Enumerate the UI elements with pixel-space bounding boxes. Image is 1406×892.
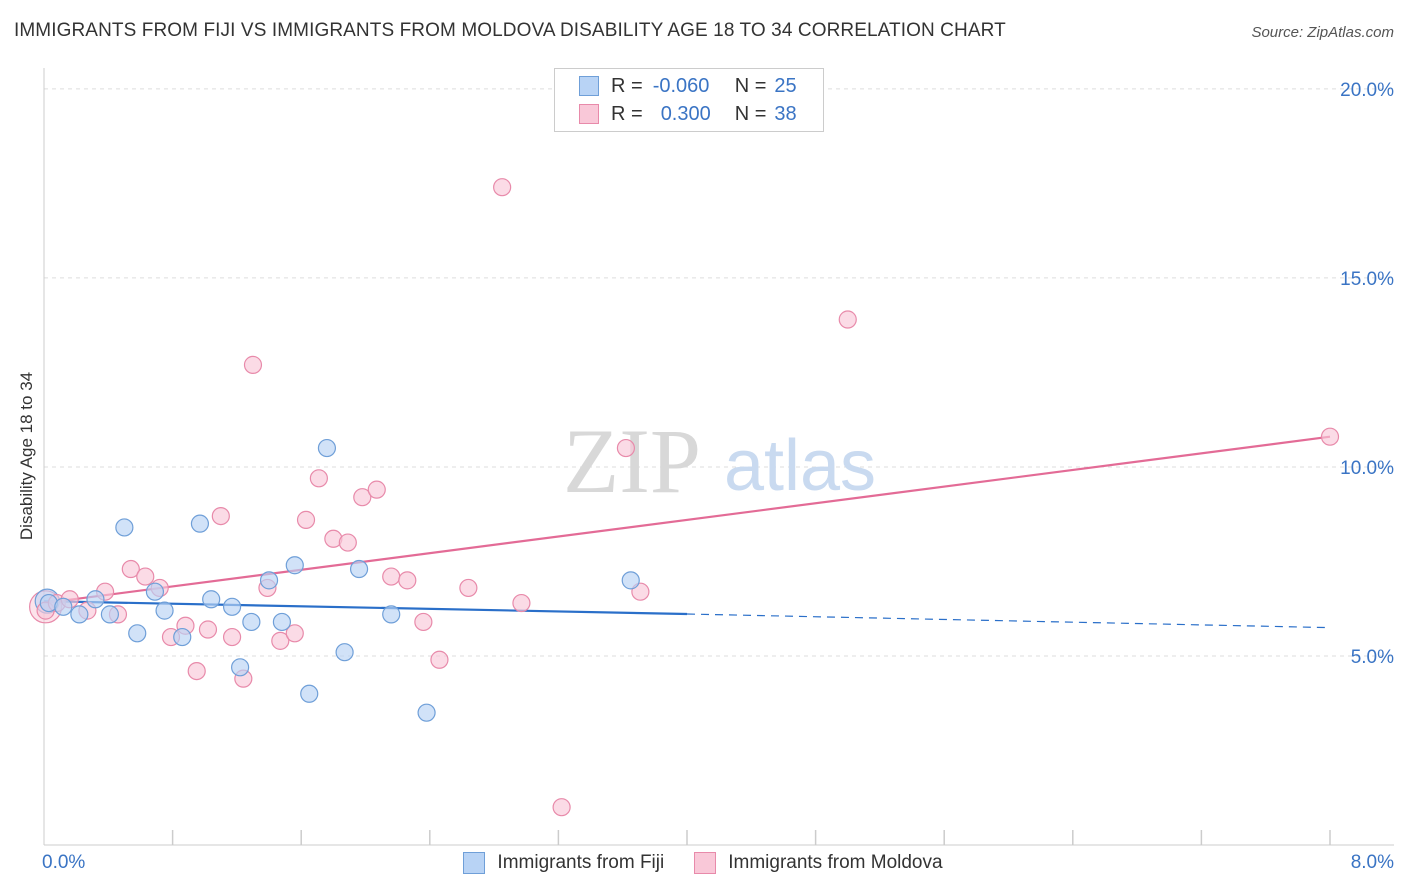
moldova-point [309, 469, 328, 488]
fiji-point [100, 605, 120, 624]
fiji-r-label: R = [611, 74, 643, 97]
moldova-point [353, 488, 372, 507]
moldova-swatch [579, 104, 599, 124]
moldova-point [459, 578, 478, 598]
series-legend: Immigrants from Fiji Immigrants from Mol… [0, 852, 1406, 874]
watermark-zip: ZIP [563, 410, 701, 512]
legend-item-fiji: Immigrants from Fiji [463, 852, 664, 874]
moldova-point [285, 624, 304, 643]
moldova-n-value: 38 [774, 102, 797, 125]
moldova-point [838, 310, 857, 329]
moldova-point [243, 355, 263, 374]
fiji-point [349, 559, 369, 579]
legend-swatch-fiji [463, 852, 486, 874]
moldova-point [616, 438, 636, 458]
moldova-point [198, 620, 218, 639]
legend-label-fiji: Immigrants from Fiji [497, 852, 665, 873]
y-tick-label: 15.0% [1340, 269, 1394, 290]
fiji-point [202, 590, 221, 609]
moldova-r-label: R = [611, 102, 643, 125]
y-tick-labels: 5.0% 10.0% 15.0% 20.0% [1340, 80, 1394, 668]
moldova-point [187, 661, 206, 681]
moldova-point [211, 506, 230, 526]
moldova-point [414, 612, 433, 632]
moldova-point [1320, 427, 1340, 446]
fiji-point [335, 643, 354, 662]
fiji-point [190, 514, 210, 533]
moldova-point [271, 631, 290, 650]
moldova-point [398, 571, 417, 590]
moldova-point [136, 567, 155, 586]
legend-row-fiji: R = -0.060 N = 25 [579, 73, 797, 99]
legend-swatch-moldova [694, 852, 717, 874]
legend-label-moldova: Immigrants from Moldova [728, 852, 943, 873]
fiji-point [300, 684, 319, 703]
moldova-r-value: 0.300 [660, 102, 711, 125]
fiji-point [222, 597, 242, 616]
y-tick-label: 5.0% [1351, 647, 1394, 668]
x-tick-min: 0.0% [42, 852, 86, 873]
moldova-point [222, 627, 242, 647]
watermark: ZIP atlas [563, 410, 876, 512]
fiji-point [86, 590, 105, 609]
fiji-point [272, 612, 292, 632]
moldova-point [430, 650, 449, 669]
fiji-point [317, 438, 337, 458]
watermark-atlas: atlas [724, 426, 876, 506]
fiji-point [382, 605, 401, 624]
fiji-point [115, 518, 134, 537]
fiji-point [145, 582, 165, 601]
chart-title: IMMIGRANTS FROM FIJI VS IMMIGRANTS FROM … [14, 20, 1006, 41]
moldova-point [367, 480, 386, 499]
moldova-point [493, 178, 512, 197]
moldova-point [552, 798, 571, 817]
moldova-point [382, 567, 401, 586]
fiji-n-label: N = [734, 74, 767, 97]
moldova-n-label: N = [734, 102, 767, 125]
moldova-point [121, 559, 140, 579]
fiji-n-value: 25 [774, 74, 797, 97]
grid-lines [44, 88, 1394, 657]
moldova-point [512, 593, 531, 613]
legend-row-moldova: R = 0.300 N = 38 [579, 101, 797, 127]
fiji-point [231, 658, 250, 677]
fiji-point [70, 605, 89, 624]
fiji-point [285, 556, 304, 575]
fiji-point [173, 627, 192, 647]
correlation-legend: R = -0.060 N = 25 R = 0.300 N = 38 [554, 68, 824, 132]
fiji-trend-extension [686, 613, 1331, 629]
fiji-swatch [579, 76, 599, 96]
data-points [29, 178, 1340, 817]
legend-item-moldova: Immigrants from Moldova [694, 852, 943, 874]
trend-lines [43, 435, 1331, 629]
y-tick-label: 10.0% [1340, 458, 1394, 479]
fiji-point [128, 624, 147, 643]
source-label: Source: ZipAtlas.com [1251, 24, 1394, 41]
fiji-trend-line [43, 600, 688, 616]
fiji-r-value: -0.060 [652, 74, 710, 97]
fiji-point [621, 571, 640, 590]
axes [43, 68, 1394, 846]
x-tick-max: 8.0% [1350, 852, 1394, 873]
fiji-point [259, 571, 279, 590]
fiji-point [155, 601, 174, 620]
fiji-point [54, 597, 73, 616]
moldova-point [338, 533, 357, 552]
fiji-point [242, 612, 261, 632]
fiji-point [417, 703, 436, 722]
y-tick-label: 20.0% [1340, 80, 1394, 101]
moldova-point [296, 510, 316, 529]
moldova-trend-line [43, 435, 1331, 605]
